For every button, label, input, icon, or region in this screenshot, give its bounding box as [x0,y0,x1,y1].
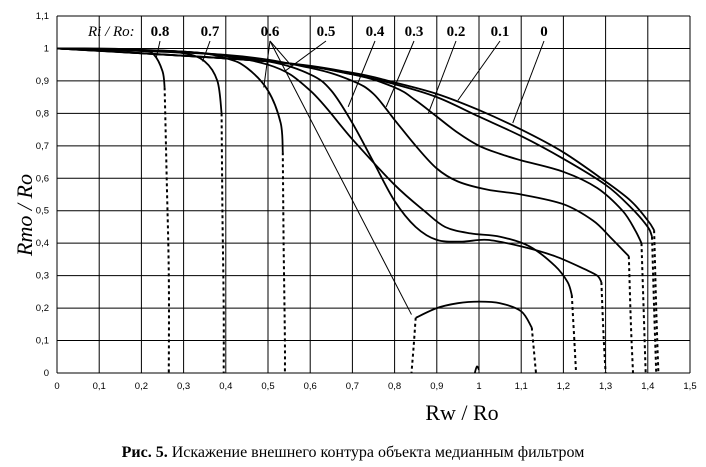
x-tick-label: 0,5 [261,381,274,392]
x-tick-label: 0 [54,381,59,392]
y-tick-label: 0,4 [36,238,49,249]
curve-label-0-8: 0.8 [151,24,170,40]
curve-labels: 0.8 0.7 0.6 0.5 0.4 0.3 0.2 0.1 0 [151,24,548,40]
series-dashed-0-6-hump [410,317,417,374]
x-tick-label: 1,1 [515,381,528,392]
y-tick-label: 0,2 [36,303,49,314]
curve-label-0: 0 [540,24,548,40]
series-dashed-0-6-hump [530,327,537,374]
series-dashed-0-3 [627,256,634,374]
x-tick-label: 0,3 [177,381,190,392]
curve-label-0-3: 0.3 [405,24,424,40]
series-line-0-5 [56,47,573,296]
leader-line-0 [512,40,545,124]
leader-line-0-7 [202,40,211,62]
y-tick-label: 0,6 [36,173,49,184]
series-line-0-3 [56,47,630,257]
y-tick-label: 0,7 [36,141,49,152]
x-axis-title: Rw / Ro [425,400,498,425]
series-dashed-0-4 [600,282,607,374]
series-line-0-4 [56,47,603,283]
caption-prefix: Рис. 5. [121,444,168,461]
series-dashed-0-6 [281,152,286,374]
y-tick-label: 0,5 [36,206,49,217]
x-tick-label: 1,3 [599,381,612,392]
y-tick-label: 0,3 [36,271,49,282]
y-tick-label: 1 [44,43,49,54]
curve-label-0-7: 0.7 [201,24,220,40]
x-tick-label: 0,9 [430,381,443,392]
y-tick-label: 0,8 [36,108,49,119]
caption-text: Искажение внешнего контура объекта медиа… [167,444,585,461]
curve-label-0-4: 0.4 [366,24,385,40]
series-dashed-0-7 [220,113,225,374]
x-tick-label: 0,7 [346,381,359,392]
chart: 0 0,1 0,2 0,3 0,4 0,5 0,6 0,7 0,8 0,9 1 1,1 1,2 1,3 1,… [12,11,697,425]
label-leaders [155,40,545,315]
leader-line-0-4 [347,40,376,108]
y-tick-label: 0,9 [36,76,49,87]
x-tick-label: 0,8 [388,381,401,392]
series-line-0 [56,47,655,231]
leader-line-0-8 [155,40,161,59]
leader-line-0-6 [269,40,412,315]
y-axis-title: Rmo / Ro [12,174,37,257]
curve-label-0-1: 0.1 [491,24,510,40]
figure-caption: Рис. 5. Искажение внешнего контура объек… [0,444,706,462]
y-tick-label: 1,1 [36,11,49,22]
legend-key: Ri / Ro: [87,24,135,40]
series-dashed-0-8 [163,87,170,374]
x-tick-label: 0,4 [219,381,232,392]
tick-labels: 0 0,1 0,2 0,3 0,4 0,5 0,6 0,7 0,8 0,9 1 1,1 1,2 1,3 1,… [36,11,697,392]
x-tick-label: 1,2 [557,381,570,392]
grid [56,15,691,374]
y-tick-label: 0,1 [36,336,49,347]
x-tick-label: 0,6 [304,381,317,392]
x-tick-label: 1 [476,381,481,392]
y-tick-label: 0 [44,368,49,379]
leader-line-0-6 [263,40,271,88]
series-dashed-0-5 [570,295,578,374]
curve-label-0-2: 0.2 [447,24,466,40]
series-layer [56,47,660,374]
series-dashed-0-2 [640,243,647,374]
leader-line-0-6 [269,40,294,69]
series-line-0-6-dot [473,365,480,374]
leader-line-0-5 [284,40,327,72]
series-dashed-0 [653,230,660,374]
series-line-0-6-hump [415,300,533,329]
x-tick-label: 0,2 [135,381,148,392]
leader-line-0-2 [427,40,457,114]
leader-line-0-1 [457,40,501,101]
series-line-0-6 [56,47,284,153]
x-tick-label: 1,5 [683,381,696,392]
leader-line-0-3 [385,40,415,108]
x-tick-label: 0,1 [93,381,106,392]
series-dashed-0-1 [651,236,658,374]
curve-label-0-5: 0.5 [317,24,336,40]
curve-label-0-6: 0.6 [261,24,280,40]
x-tick-label: 1,4 [641,381,654,392]
